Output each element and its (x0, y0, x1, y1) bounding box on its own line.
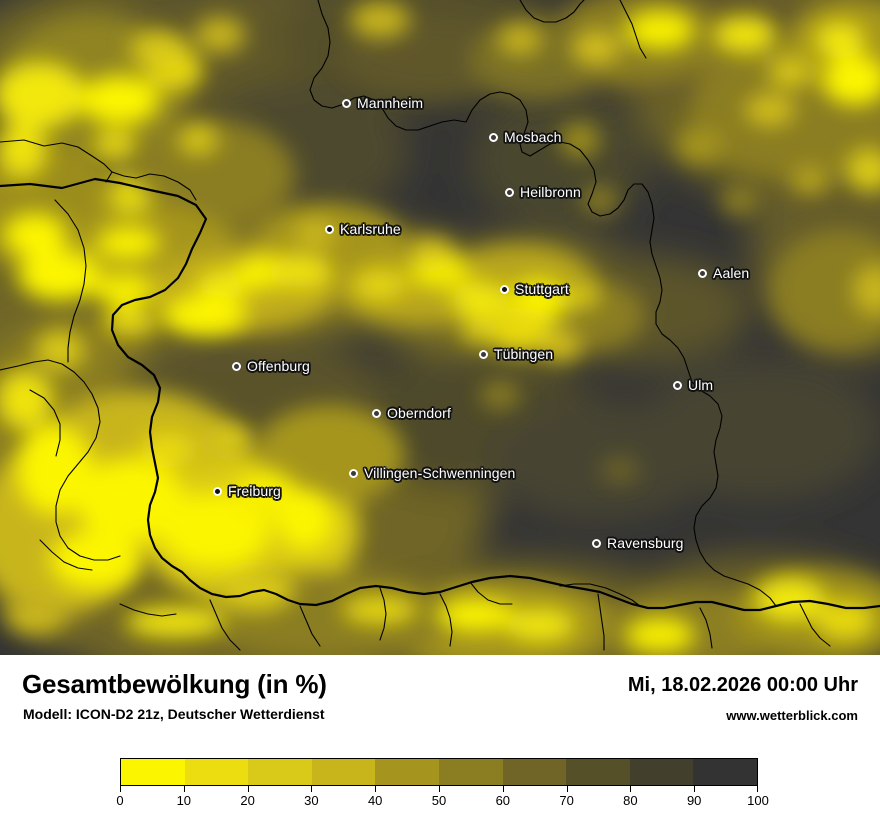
colorbar-tick (502, 786, 504, 792)
city-dot-icon (372, 408, 381, 418)
city-marker[interactable]: Freiburg (213, 483, 281, 499)
map-borders (0, 0, 880, 651)
model-subtitle: Modell: ICON-D2 21z, Deutscher Wetterdie… (23, 706, 325, 722)
city-label: Heilbronn (520, 184, 581, 200)
colorbar-tick (757, 786, 758, 792)
city-marker[interactable]: Stuttgart (500, 281, 569, 297)
city-dot-icon (592, 538, 601, 548)
colorbar-tick-label: 10 (176, 793, 192, 808)
valid-datetime: Mi, 18.02.2026 00:00 Uhr (627, 674, 858, 696)
city-dot-icon (342, 98, 351, 108)
colorbar-segment (375, 759, 439, 785)
city-dot-icon (505, 187, 514, 197)
city-label: Ravensburg (607, 535, 684, 551)
colorbar-tick-label: 90 (686, 793, 702, 808)
colorbar-tick-label: 70 (559, 793, 574, 808)
colorbar-tick (183, 786, 185, 792)
colorbar-tick (566, 786, 568, 792)
page-title: Gesamtbewölkung (in %) (22, 669, 327, 699)
city-label: Villingen-Schwenningen (364, 465, 516, 481)
city-dot-icon (479, 349, 488, 359)
city-label: Ulm (688, 377, 714, 393)
colorbar: 0 10 20 30 40 50 60 70 80 90 100 (116, 758, 769, 808)
colorbar-gradient (120, 758, 758, 786)
colorbar-tick (247, 786, 249, 792)
city-dot-icon (673, 380, 682, 390)
city-marker[interactable]: Aalen (698, 265, 749, 281)
city-marker[interactable]: Tübingen (479, 346, 553, 362)
colorbar-segment (311, 759, 376, 785)
city-label: Oberndorf (387, 405, 451, 421)
colorbar-segment (121, 759, 185, 785)
city-label: Mannheim (357, 95, 424, 111)
city-label: Karlsruhe (340, 221, 401, 237)
colorbar-tick-label: 0 (116, 793, 124, 808)
colorbar-tick (311, 786, 313, 792)
colorbar-segment (693, 759, 757, 785)
colorbar-tick (439, 786, 440, 792)
colorbar-tick (375, 786, 377, 792)
website-url: www.wetterblick.com (726, 708, 858, 723)
colorbar-segment (184, 759, 249, 785)
city-dot-icon (698, 268, 707, 278)
colorbar-segment (248, 759, 312, 785)
cloud-cover-map[interactable]: Mannheim Mosbach Heilbronn Karlsruhe Aalen St… (0, 0, 880, 655)
colorbar-tick (120, 786, 121, 792)
colorbar-tick (630, 786, 632, 792)
city-dot-icon (325, 224, 334, 234)
colorbar-tick-label: 100 (747, 793, 769, 808)
city-marker[interactable]: Heilbronn (505, 184, 581, 200)
colorbar-tick-label: 50 (431, 793, 447, 808)
colorbar-tick-label: 40 (367, 793, 383, 808)
city-label: Aalen (713, 265, 750, 281)
city-dot-icon (232, 361, 241, 371)
map-footer: Gesamtbewölkung (in %) Modell: ICON-D2 2… (0, 655, 880, 830)
city-marker[interactable]: Ravensburg (592, 535, 684, 551)
city-label: Tübingen (494, 346, 554, 362)
colorbar-segment (438, 759, 503, 785)
city-marker[interactable]: Mannheim (342, 95, 423, 111)
city-label: Mosbach (504, 129, 562, 145)
colorbar-segment (502, 759, 567, 785)
city-marker[interactable]: Offenburg (232, 358, 310, 374)
city-marker[interactable]: Karlsruhe (325, 221, 401, 237)
city-label: Offenburg (247, 358, 310, 374)
city-dot-icon (349, 468, 358, 478)
city-dot-icon (500, 284, 509, 294)
city-marker[interactable]: Villingen-Schwenningen (349, 465, 515, 481)
colorbar-tick-label: 20 (240, 793, 255, 808)
city-marker[interactable]: Oberndorf (372, 405, 451, 421)
city-dot-icon (213, 486, 222, 496)
city-label: Stuttgart (515, 281, 569, 297)
city-marker[interactable]: Ulm (673, 377, 713, 393)
city-label: Freiburg (228, 483, 281, 499)
colorbar-tick-label: 80 (623, 793, 638, 808)
map-raster-layer (0, 0, 880, 655)
colorbar-tick-label: 60 (495, 793, 511, 808)
colorbar-tick (694, 786, 696, 792)
city-dot-icon (489, 132, 498, 142)
colorbar-segment (566, 759, 630, 785)
colorbar-segment (629, 759, 694, 785)
colorbar-tick-label: 30 (304, 793, 319, 808)
city-marker[interactable]: Mosbach (489, 129, 562, 145)
